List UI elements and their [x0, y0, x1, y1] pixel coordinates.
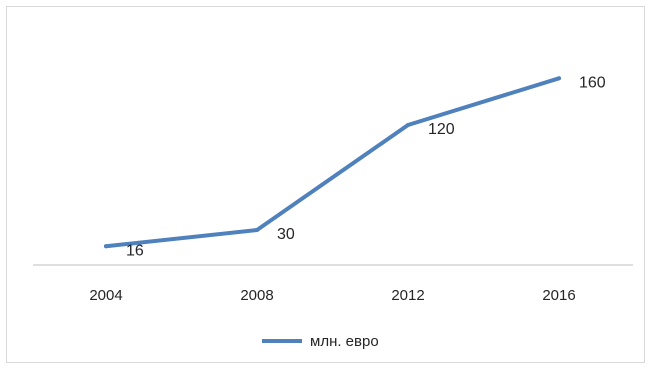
- data-point: [557, 76, 561, 81]
- data-label: 30: [277, 226, 295, 243]
- legend: млн. евро: [262, 333, 379, 350]
- data-point: [255, 228, 259, 232]
- x-tick-label: 2016: [542, 287, 575, 304]
- data-label: 16: [126, 242, 144, 259]
- series-line: [104, 76, 561, 249]
- data-point: [104, 244, 108, 249]
- series-group: [104, 76, 561, 249]
- data-label: 160: [579, 74, 606, 91]
- data-labels: 16 30 120 160: [126, 74, 606, 259]
- x-axis-ticks: 2004 2008 2012 2016: [89, 287, 575, 304]
- x-tick-label: 2008: [240, 287, 273, 304]
- legend-label: млн. евро: [310, 333, 379, 350]
- x-tick-label: 2004: [89, 287, 122, 304]
- x-tick-label: 2012: [391, 287, 424, 304]
- data-label: 120: [428, 121, 455, 138]
- data-point: [406, 123, 410, 127]
